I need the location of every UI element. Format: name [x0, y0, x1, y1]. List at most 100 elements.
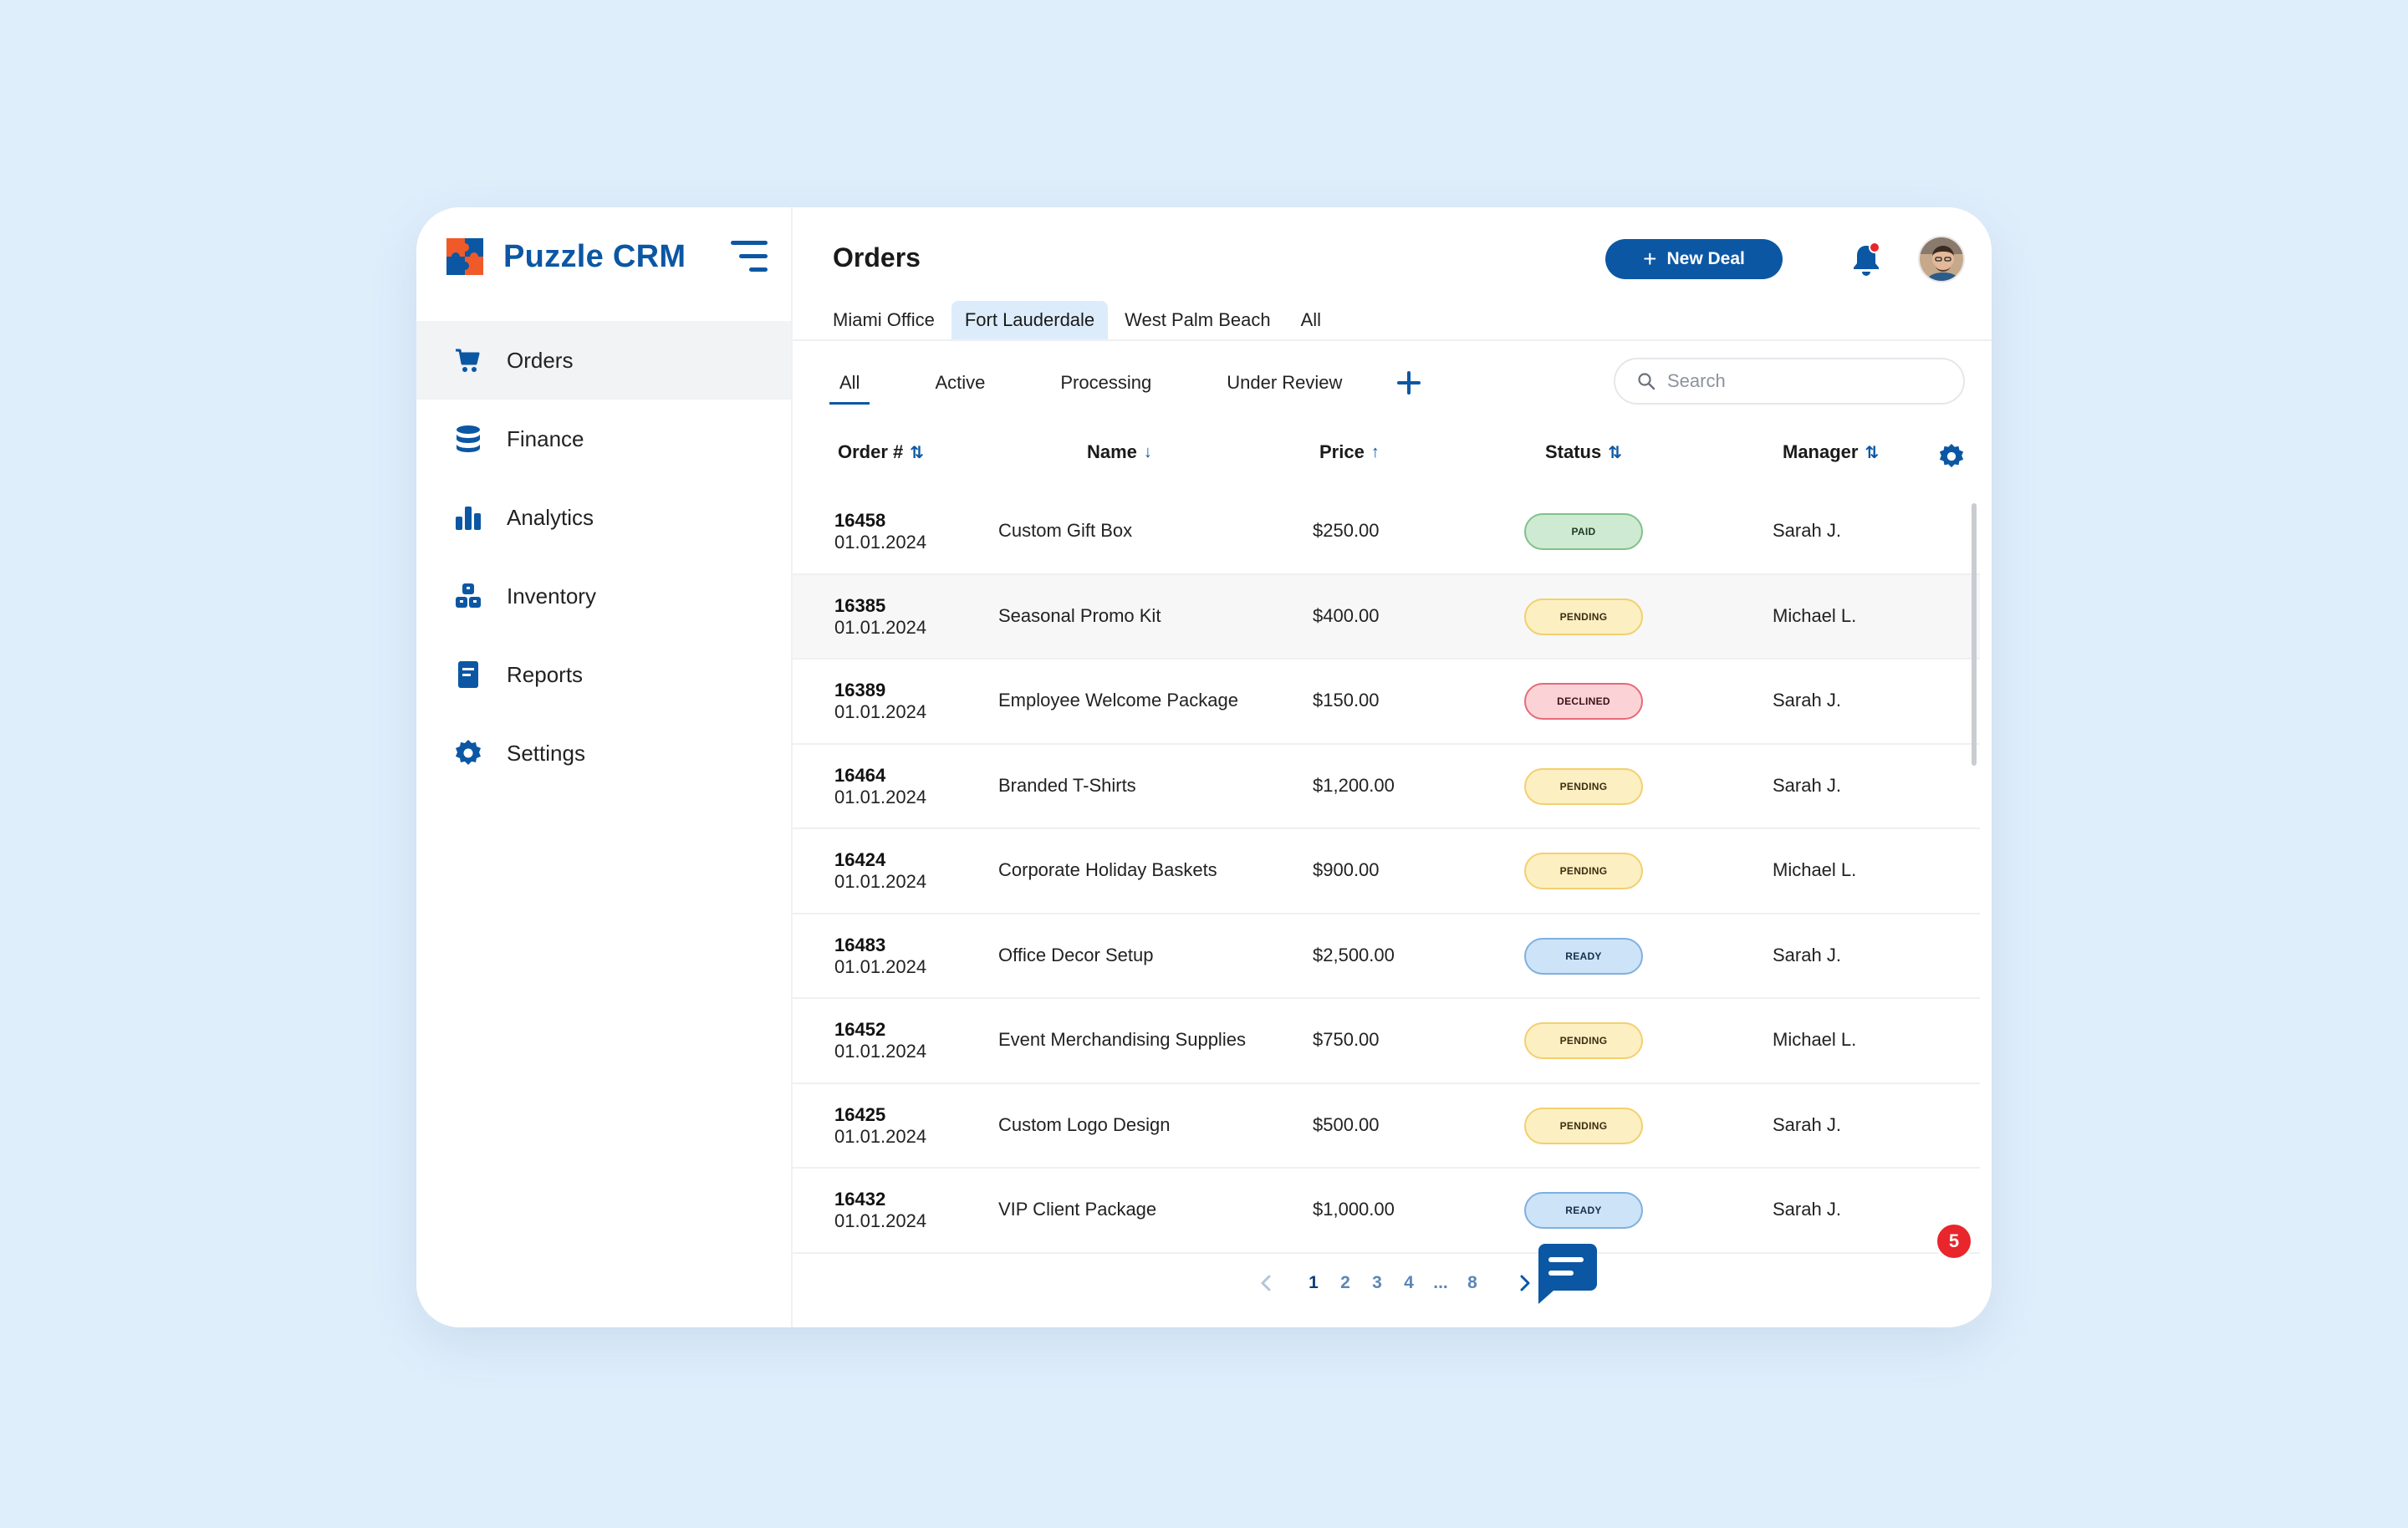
- column-settings-icon[interactable]: [1938, 443, 1965, 470]
- menu-toggle-icon[interactable]: [731, 239, 771, 274]
- order-name: Event Merchandising Supplies: [998, 1029, 1246, 1050]
- add-tab-icon[interactable]: [1392, 366, 1426, 400]
- order-manager: Michael L.: [1773, 859, 1857, 880]
- order-cell: 16385 01.01.2024: [834, 595, 926, 639]
- main-content: Orders + New Deal Miami Office: [793, 207, 1992, 1327]
- order-date: 01.01.2024: [834, 786, 927, 807]
- order-number: 16424: [834, 849, 886, 870]
- order-manager: Michael L.: [1773, 1029, 1857, 1050]
- order-name: Seasonal Promo Kit: [998, 604, 1161, 626]
- chevron-right-icon[interactable]: [1512, 1271, 1537, 1296]
- order-date: 01.01.2024: [834, 871, 927, 892]
- office-tabs: Miami Office Fort Lauderdale West Palm B…: [833, 301, 1338, 339]
- sidebar-item-inventory[interactable]: Inventory: [416, 557, 791, 635]
- page-2[interactable]: 2: [1340, 1273, 1350, 1292]
- boxes-icon: [453, 581, 483, 611]
- sidebar-item-reports[interactable]: Reports: [416, 635, 791, 714]
- sidebar-nav: Orders Finance Analytics Inventory: [416, 321, 791, 792]
- table-row[interactable]: 16432 01.01.2024 VIP Client Package $1,0…: [793, 1169, 1980, 1254]
- search-box: [1614, 358, 1965, 405]
- divider: [793, 339, 1992, 341]
- new-deal-label: New Deal: [1666, 249, 1745, 268]
- bell-icon[interactable]: [1849, 241, 1883, 278]
- sidebar-item-orders[interactable]: Orders: [416, 321, 791, 400]
- status-badge: DECLINED: [1524, 683, 1643, 720]
- app-window: Puzzle CRM Orders Finance: [416, 207, 1992, 1327]
- document-icon: [453, 660, 483, 690]
- status-tabs: All Active Processing Under Review: [829, 361, 1426, 405]
- table-row[interactable]: 16452 01.01.2024 Event Merchandising Sup…: [793, 999, 1980, 1084]
- avatar[interactable]: [1918, 236, 1965, 283]
- page-3[interactable]: 3: [1372, 1273, 1382, 1292]
- order-manager: Sarah J.: [1773, 944, 1841, 965]
- order-number: 16432: [834, 1189, 886, 1210]
- header-status[interactable]: Status ⇅: [1545, 441, 1622, 463]
- status-badge: PAID: [1524, 513, 1643, 550]
- scrollbar[interactable]: [1972, 503, 1977, 766]
- sidebar-item-finance[interactable]: Finance: [416, 400, 791, 478]
- sort-icon: ↑: [1370, 442, 1380, 461]
- tab-all[interactable]: All: [829, 361, 870, 405]
- table-row[interactable]: 16389 01.01.2024 Employee Welcome Packag…: [793, 660, 1980, 745]
- tab-all-offices[interactable]: All: [1300, 309, 1322, 330]
- header-name[interactable]: Name ↓: [1087, 441, 1152, 463]
- bar-chart-icon: [453, 502, 483, 532]
- status-badge: READY: [1524, 1192, 1643, 1229]
- sidebar-item-analytics[interactable]: Analytics: [416, 478, 791, 557]
- sidebar-item-label: Finance: [507, 425, 584, 451]
- page-1[interactable]: 1: [1309, 1273, 1319, 1292]
- page-ellipsis: ...: [1433, 1273, 1448, 1292]
- header-price[interactable]: Price ↑: [1319, 441, 1380, 463]
- order-name: VIP Client Package: [998, 1199, 1157, 1220]
- table-header: Order # ⇅ Name ↓ Price ↑ Status ⇅ Manage…: [793, 426, 1992, 476]
- tab-under-review[interactable]: Under Review: [1227, 372, 1343, 393]
- tab-miami-office[interactable]: Miami Office: [833, 309, 935, 330]
- order-number: 16385: [834, 594, 886, 616]
- chat-icon[interactable]: [1530, 1237, 1602, 1307]
- order-date: 01.01.2024: [834, 1041, 927, 1062]
- order-number: 16389: [834, 680, 886, 700]
- cart-icon: [453, 345, 483, 375]
- brand[interactable]: Puzzle CRM: [446, 237, 686, 276]
- order-manager: Michael L.: [1773, 604, 1857, 626]
- sidebar-item-settings[interactable]: Settings: [416, 714, 791, 792]
- header-order[interactable]: Order # ⇅: [838, 441, 924, 463]
- new-deal-button[interactable]: + New Deal: [1605, 239, 1783, 279]
- status-badge: PENDING: [1524, 853, 1643, 889]
- search-input[interactable]: [1667, 370, 1935, 392]
- chevron-left-icon[interactable]: [1254, 1271, 1279, 1296]
- pagination: 1 2 3 4 ... 8: [1254, 1271, 1537, 1296]
- order-date: 01.01.2024: [834, 616, 927, 638]
- order-number: 16458: [834, 510, 886, 531]
- chat-badge: 5: [1935, 1222, 1973, 1261]
- status-badge: READY: [1524, 937, 1643, 975]
- header-status-label: Status: [1545, 441, 1602, 462]
- order-cell: 16464 01.01.2024: [834, 765, 926, 808]
- sort-icon: ⇅: [1608, 443, 1623, 462]
- order-cell: 16483 01.01.2024: [834, 935, 926, 978]
- table-row[interactable]: 16385 01.01.2024 Seasonal Promo Kit $400…: [793, 574, 1980, 660]
- search-icon: [1638, 373, 1656, 390]
- tab-fort-lauderdale[interactable]: Fort Lauderdale: [951, 301, 1109, 339]
- table-row[interactable]: 16425 01.01.2024 Custom Logo Design $500…: [793, 1084, 1980, 1169]
- table-row[interactable]: 16464 01.01.2024 Branded T-Shirts $1,200…: [793, 745, 1980, 829]
- table-row[interactable]: 16458 01.01.2024 Custom Gift Box $250.00…: [793, 490, 1980, 575]
- order-manager: Sarah J.: [1773, 1199, 1841, 1220]
- page-4[interactable]: 4: [1404, 1273, 1414, 1292]
- sidebar-item-label: Reports: [507, 661, 584, 687]
- tab-processing[interactable]: Processing: [1060, 372, 1152, 393]
- sort-icon: ⇅: [1865, 443, 1880, 462]
- page-8[interactable]: 8: [1467, 1273, 1477, 1292]
- table-row[interactable]: 16483 01.01.2024 Office Decor Setup $2,5…: [793, 914, 1980, 999]
- tab-west-palm-beach[interactable]: West Palm Beach: [1125, 309, 1271, 330]
- order-price: $1,000.00: [1313, 1199, 1395, 1220]
- order-date: 01.01.2024: [834, 1210, 927, 1231]
- tab-active[interactable]: Active: [935, 372, 986, 393]
- sort-icon: ↓: [1143, 442, 1152, 461]
- order-price: $750.00: [1313, 1029, 1380, 1050]
- header-manager[interactable]: Manager ⇅: [1783, 441, 1879, 463]
- sidebar: Puzzle CRM Orders Finance: [416, 207, 793, 1327]
- order-name: Branded T-Shirts: [998, 774, 1136, 796]
- order-cell: 16389 01.01.2024: [834, 680, 926, 723]
- table-row[interactable]: 16424 01.01.2024 Corporate Holiday Baske…: [793, 829, 1980, 914]
